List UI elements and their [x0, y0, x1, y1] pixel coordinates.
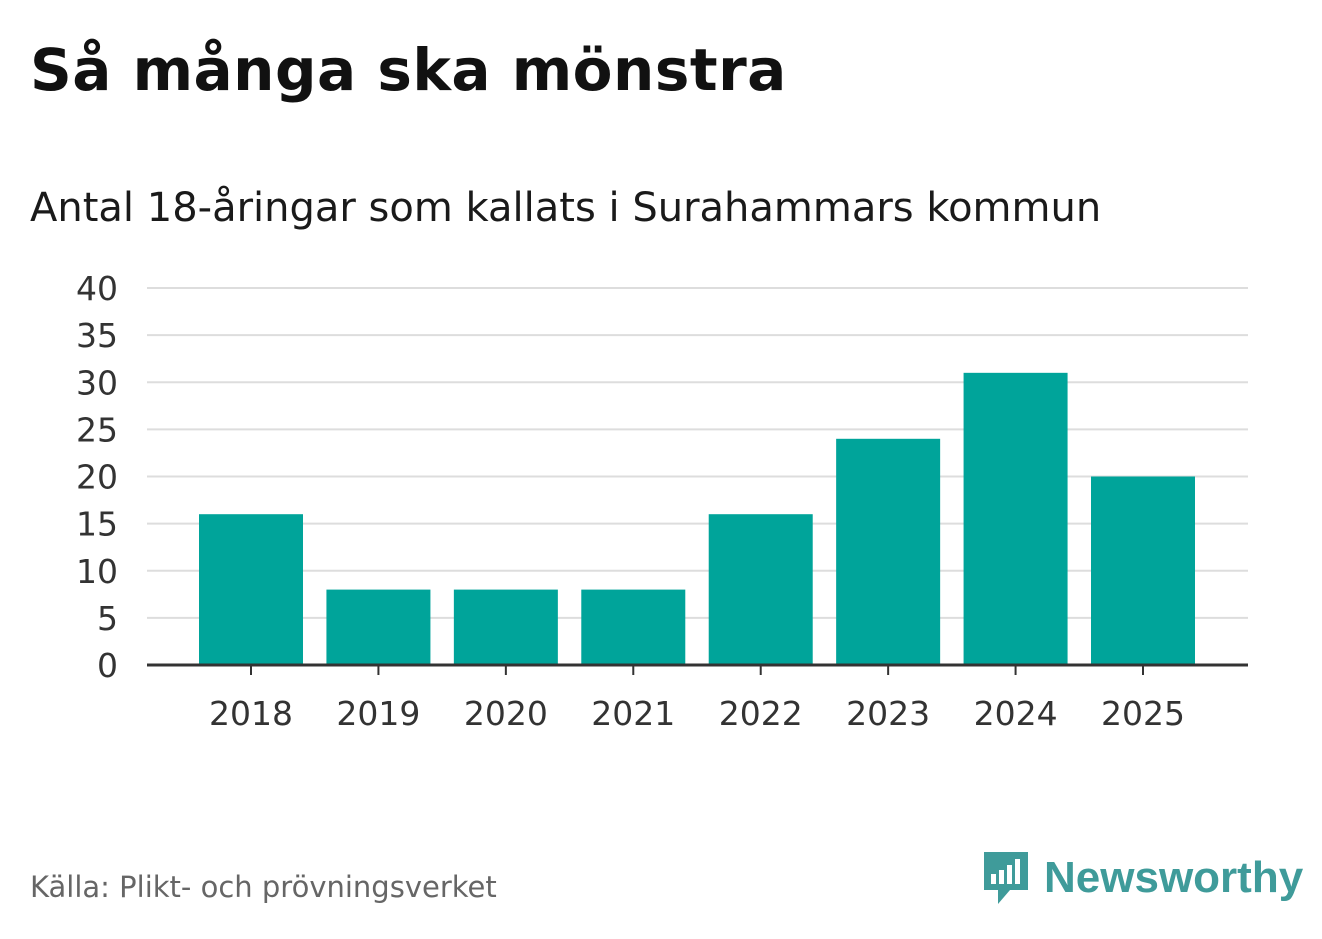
chart-title: Så många ska mönstra	[30, 36, 787, 104]
y-tick-label: 30	[76, 363, 118, 402]
source-note: Källa: Plikt- och prövningsverket	[30, 870, 497, 904]
x-tick-label: 2018	[209, 694, 293, 733]
y-tick-label: 0	[97, 646, 118, 685]
bar-2024	[963, 372, 1068, 665]
y-tick-label: 5	[97, 599, 118, 638]
bar-2018	[199, 514, 303, 665]
bar-2020	[453, 589, 558, 665]
x-tick-label: 2021	[591, 694, 675, 733]
gridlines	[147, 287, 1248, 619]
x-tick-label: 2023	[846, 694, 930, 733]
brand-logo: Newsworthy	[980, 848, 1303, 908]
y-tick-label: 20	[76, 458, 118, 497]
chat-bubble-bar-chart-icon	[984, 852, 1028, 904]
y-tick-label: 10	[76, 552, 118, 591]
y-tick-label: 15	[76, 505, 118, 544]
bar-2025	[1091, 476, 1195, 665]
y-tick-label: 35	[76, 316, 118, 355]
x-tick-label: 2020	[464, 694, 548, 733]
bar-2019	[326, 589, 431, 665]
bars	[199, 372, 1195, 665]
y-tick-label: 40	[76, 269, 118, 308]
y-tick-label: 25	[76, 410, 118, 449]
x-axis-ticks: 2018 2019 2020 2021 2022 2023 2024 2025	[209, 665, 1185, 733]
y-axis-ticks: 0 5 10 15 20 25 30 35 40	[76, 269, 118, 685]
bar-2021	[581, 589, 686, 665]
bar-2022	[708, 514, 813, 665]
x-tick-label: 2025	[1101, 694, 1185, 733]
x-tick-label: 2024	[974, 694, 1058, 733]
x-tick-label: 2019	[336, 694, 420, 733]
x-tick-label: 2022	[719, 694, 803, 733]
brand-name: Newsworthy	[1044, 853, 1304, 902]
bar-2023	[836, 438, 941, 665]
chart-subtitle: Antal 18-åringar som kallats i Surahamma…	[30, 185, 1102, 231]
